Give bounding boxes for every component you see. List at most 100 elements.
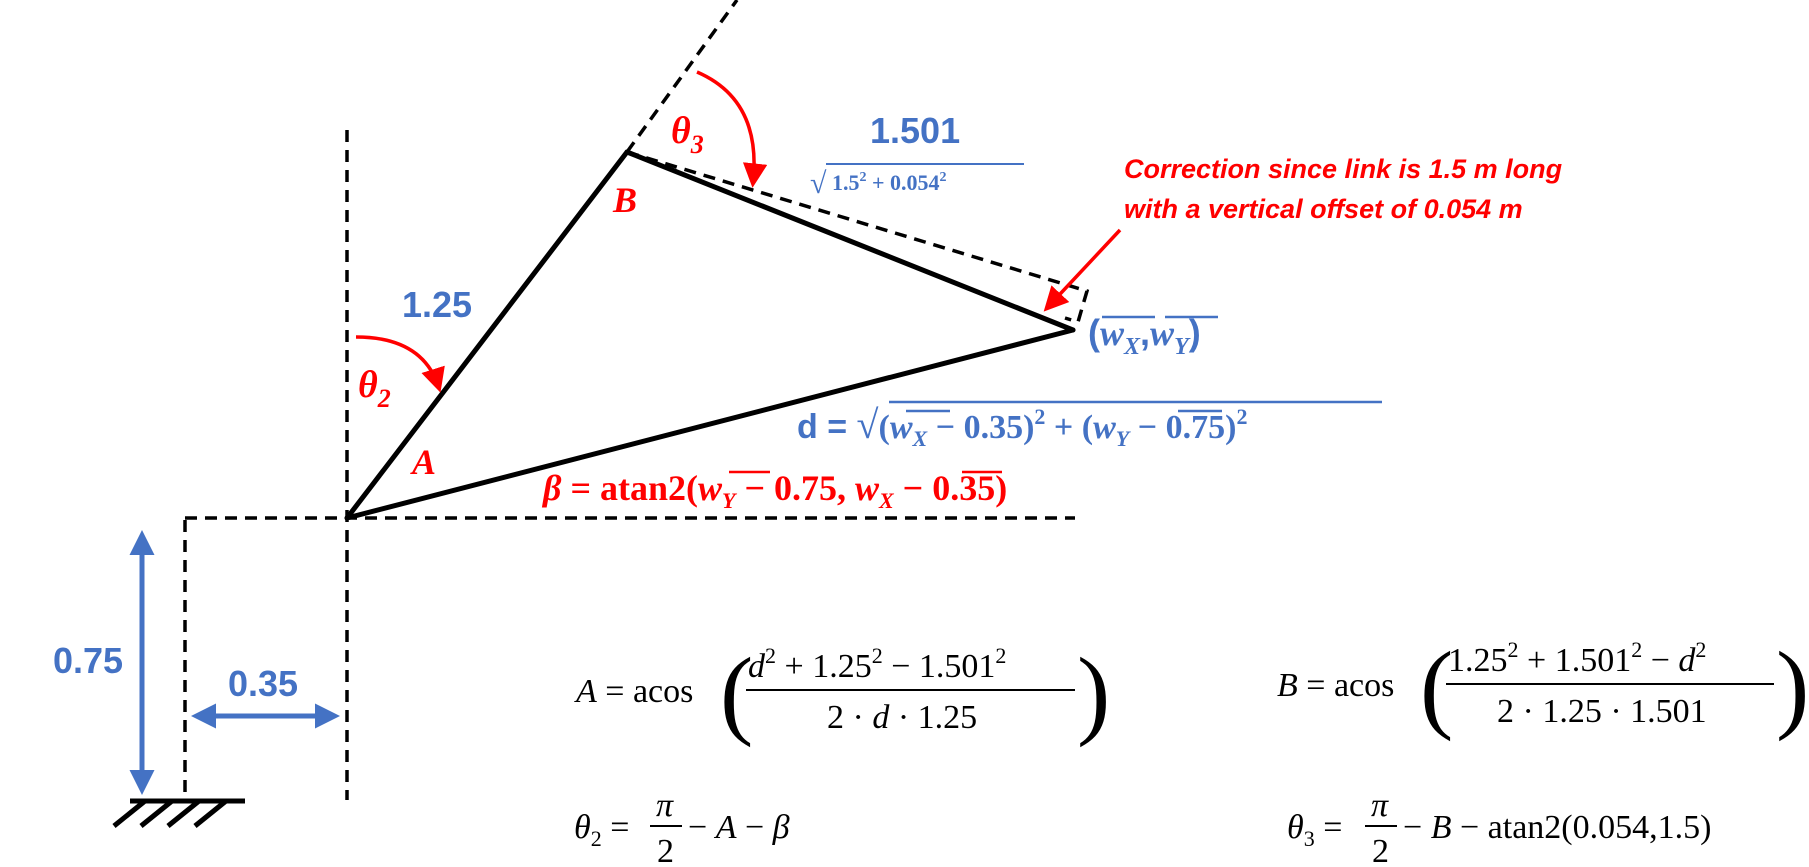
w-y-symbol: w	[1150, 313, 1175, 353]
w-x-symbol: w	[1100, 313, 1125, 353]
link-a-const: 1.25	[1542, 693, 1602, 730]
const-0-35: 0.35	[932, 468, 995, 508]
theta3-label: θ3	[671, 110, 704, 159]
link-b-length-label: 1.501	[870, 110, 960, 151]
w-symbol: w	[855, 468, 880, 508]
link-b-const: 1.501	[1555, 642, 1632, 679]
height-value-label: 0.75	[53, 640, 123, 681]
acos-function: acos	[1334, 667, 1394, 704]
d-symbol: d	[872, 699, 890, 736]
acos-function: acos	[633, 673, 693, 710]
theta2-subscript: 2	[591, 826, 602, 851]
ground-icon	[112, 798, 245, 828]
distance-formula: d = √(wX − 0.35)2 + (wY − 0.75)2	[797, 400, 1382, 451]
svg-text:θ2 =: θ2 =	[574, 809, 629, 851]
w-y-subscript: Y	[1174, 334, 1191, 360]
beta-symbol: β	[772, 809, 790, 846]
beta-symbol: β	[541, 468, 562, 508]
equation-angle-a: A = acos ( d2 + 1.252 − 1.5012 2 · d · 1…	[574, 637, 1110, 748]
links	[344, 149, 1076, 521]
beta-formula: β = atan2(wY − 0.75, wX − 0.35)	[541, 468, 1007, 513]
link-b-base: 1.5	[832, 170, 860, 195]
link-a-const: 1.25	[918, 699, 978, 736]
w-x-subscript: X	[1123, 334, 1141, 360]
exponent: 2	[1508, 637, 1519, 662]
const-0-75: 0.75	[774, 468, 837, 508]
exponent: 2	[1236, 404, 1247, 429]
link-d	[344, 327, 1076, 521]
right-paren: )	[1077, 637, 1110, 748]
const-0-75: 0.75	[1166, 409, 1226, 446]
d-symbol: d	[748, 648, 766, 685]
exponent: 2	[860, 170, 867, 185]
theta-symbol: θ	[671, 110, 691, 152]
point-a-symbol: A	[714, 809, 737, 846]
wrist-point-label: (wX,wY)	[1088, 312, 1218, 360]
point-a-symbol: A	[574, 673, 597, 710]
left-paren: (	[720, 637, 753, 748]
y-subscript: Y	[722, 488, 738, 513]
w-symbol: w	[890, 409, 913, 446]
sqrt-icon: √	[810, 167, 827, 200]
link-a-const: 1.25	[1448, 642, 1508, 679]
exponent: 2	[765, 643, 776, 668]
link-a-length-label: 1.25	[402, 284, 472, 325]
link-b-const: 1.501	[1630, 693, 1707, 730]
equation-theta2: θ2 = π 2 − A − β	[574, 787, 790, 867]
correction-pointer-arrow	[1043, 228, 1122, 312]
exponent: 2	[995, 643, 1006, 668]
svg-text:− B − atan2(0.054,1.5): − B − atan2(0.054,1.5)	[1403, 809, 1711, 846]
atan2-function: atan2	[1488, 809, 1562, 846]
x-subscript: X	[878, 488, 895, 513]
const-two: 2	[1372, 833, 1389, 867]
theta3-arc-arrow	[696, 70, 768, 188]
svg-text:1.252 + 1.5012 − d2: 1.252 + 1.5012 − d2	[1448, 637, 1706, 679]
w-symbol: w	[698, 468, 723, 508]
exponent: 2	[1695, 637, 1706, 662]
svg-text:2 · d · 1.25: 2 · d · 1.25	[827, 699, 977, 736]
point-b-label: B	[612, 180, 637, 220]
link-b-const: 1.501	[919, 648, 996, 685]
left-paren: (	[1420, 631, 1453, 742]
link-b-dashed-correction	[626, 150, 1090, 325]
svg-text:β = atan2(wY − 0.75, wX − 0.35: β = atan2(wY − 0.75, wX − 0.35)	[541, 468, 1007, 513]
svg-text:B = acos: B = acos	[1277, 667, 1394, 704]
pi-symbol: π	[1371, 787, 1389, 824]
correction-note-line2: with a vertical offset of 0.054 m	[1124, 194, 1523, 224]
link-b-length-formula: √ 1.52 + 0.0542	[810, 163, 1024, 200]
const-1-5: 1.5	[1658, 809, 1701, 846]
const-two: 2	[827, 699, 844, 736]
correction-note-line1: Correction since link is 1.5 m long	[1124, 154, 1563, 184]
d-symbol: d	[1678, 642, 1696, 679]
theta2-arc-arrow	[355, 335, 445, 393]
w-symbol: w	[1093, 409, 1116, 446]
svg-text:d = √(wX − 0.35)2 + (wY − 0.75: d = √(wX − 0.35)2 + (wY − 0.75)2	[797, 402, 1247, 451]
atan2-function: atan2	[600, 468, 686, 508]
exponent: 2	[1034, 404, 1045, 429]
offset-value-label: 0.35	[228, 663, 298, 704]
right-paren: )	[1776, 631, 1809, 742]
theta2-label: θ2	[358, 364, 391, 413]
link-a	[344, 149, 630, 521]
svg-text:d2 + 1.252 − 1.5012: d2 + 1.252 − 1.5012	[748, 643, 1006, 685]
svg-text:− A − β: − A − β	[688, 809, 790, 846]
equation-angle-b: B = acos ( 1.252 + 1.5012 − d2 2 · 1.25 …	[1277, 631, 1809, 742]
theta3-subscript: 3	[1304, 826, 1315, 851]
theta3-subscript: 3	[690, 130, 704, 159]
y-subscript: Y	[1116, 426, 1132, 451]
svg-text:1.52 + 0.0542: 1.52 + 0.0542	[832, 170, 947, 195]
theta2-subscript: 2	[377, 384, 391, 413]
d-symbol: d	[797, 408, 818, 446]
exponent: 2	[940, 170, 947, 185]
const-two: 2	[657, 833, 674, 867]
theta-symbol: θ	[358, 364, 378, 406]
point-b-symbol: B	[1431, 809, 1452, 846]
exponent: 2	[1631, 637, 1642, 662]
sqrt-icon: √	[857, 402, 879, 447]
svg-text:(wX,wY): (wX,wY)	[1088, 312, 1201, 360]
point-b-symbol: B	[1277, 667, 1298, 704]
equation-theta3: θ3 = π 2 − B − atan2(0.054,1.5)	[1287, 787, 1711, 867]
theta-symbol: θ	[574, 809, 591, 846]
x-subscript: X	[912, 426, 929, 451]
